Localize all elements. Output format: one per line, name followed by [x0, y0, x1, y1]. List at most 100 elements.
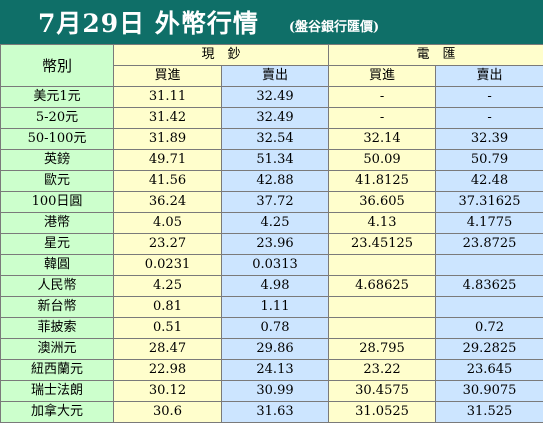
- tt-sell-cell: [435, 254, 543, 276]
- tt-sell-cell: 31.525: [435, 401, 543, 423]
- cash-buy-cell: 28.47: [113, 338, 222, 360]
- currency-name-cell: 菲披索: [0, 317, 114, 339]
- tt-buy-cell: 41.8125: [328, 170, 437, 192]
- cash-buy-cell: 0.51: [113, 317, 222, 339]
- tt-buy-cell: 4.68625: [328, 275, 437, 297]
- cash-buy-header: 買進: [113, 65, 222, 87]
- tt-sell-cell: 50.79: [435, 149, 543, 171]
- cash-sell-cell: 29.86: [220, 338, 330, 360]
- tt-buy-cell: 23.22: [328, 359, 437, 381]
- table-row: 新台幣 0.81 1.11: [0, 296, 543, 318]
- currency-name-cell: 加拿大元: [0, 401, 114, 423]
- table-row: 100日圓 36.24 37.72 36.605 37.31625: [0, 191, 543, 213]
- table-row: 菲披索 0.51 0.78 0.72: [0, 317, 543, 339]
- tt-sell-cell: 42.48: [435, 170, 543, 192]
- cash-sell-cell: 31.63: [220, 401, 330, 423]
- tt-sell-cell: 4.1775: [435, 212, 543, 234]
- cash-sell-cell: 23.96: [220, 233, 330, 255]
- table-row: 歐元 41.56 42.88 41.8125 42.48: [0, 170, 543, 192]
- currency-name-cell: 星元: [0, 233, 114, 255]
- cash-sell-cell: 4.25: [220, 212, 330, 234]
- tt-sell-header: 賣出: [435, 65, 543, 87]
- table-row: 加拿大元 30.6 31.63 31.0525 31.525: [0, 401, 543, 423]
- table-row: 人民幣 4.25 4.98 4.68625 4.83625: [0, 275, 543, 297]
- telegraphic-group-header: 電 匯: [328, 44, 543, 66]
- tt-sell-cell: -: [435, 107, 543, 129]
- currency-name-cell: 港幣: [0, 212, 114, 234]
- currency-name-cell: 英鎊: [0, 149, 114, 171]
- tt-buy-cell: [328, 296, 437, 318]
- currency-name-cell: 澳洲元: [0, 338, 114, 360]
- group-header-row: 幣別 現 鈔 電 匯: [0, 44, 543, 87]
- tt-sell-cell: 23.8725: [435, 233, 543, 255]
- table-row: 星元 23.27 23.96 23.45125 23.8725: [0, 233, 543, 255]
- cash-buy-cell: 4.25: [113, 275, 222, 297]
- rate-table: 幣別 現 鈔 電 匯 買進 賣出 買進 賣出 美元1元 31.11 32.49- -5…: [0, 44, 543, 423]
- table-row: 5-20元 31.42 32.49- -: [0, 107, 543, 129]
- cash-sell-cell: 24.13: [220, 359, 330, 381]
- currency-name-cell: 50-100元: [0, 128, 114, 150]
- currency-name-cell: 人民幣: [0, 275, 114, 297]
- page-subtitle: (盤谷銀行匯價): [288, 19, 380, 35]
- table-row: 港幣 4.05 4.25 4.13 4.1775: [0, 212, 543, 234]
- cash-sell-cell: 32.49: [220, 86, 330, 108]
- cash-sell-header: 賣出: [220, 65, 330, 87]
- currency-name-cell: 新台幣: [0, 296, 114, 318]
- tt-buy-cell: -: [328, 86, 437, 108]
- table-row: 澳洲元 28.47 29.86 28.795 29.2825: [0, 338, 543, 360]
- tt-sell-cell: -: [435, 86, 543, 108]
- currency-name-cell: 瑞士法朗: [0, 380, 114, 402]
- table-row: 瑞士法朗 30.12 30.99 30.4575 30.9075: [0, 380, 543, 402]
- cash-buy-cell: 30.6: [113, 401, 222, 423]
- cash-sell-cell: 42.88: [220, 170, 330, 192]
- sub-header-row: 買進 賣出 買進 賣出: [1, 65, 543, 87]
- cash-buy-cell: 0.81: [113, 296, 222, 318]
- tt-sell-cell: 32.39: [435, 128, 543, 150]
- cash-sell-cell: 32.49: [220, 107, 330, 129]
- tt-sell-cell: 29.2825: [435, 338, 543, 360]
- cash-buy-cell: 23.27: [113, 233, 222, 255]
- cash-sell-cell: 37.72: [220, 191, 330, 213]
- tt-buy-cell: 31.0525: [328, 401, 437, 423]
- cash-buy-cell: 36.24: [113, 191, 222, 213]
- tt-buy-cell: [328, 254, 437, 276]
- table-row: 50-100元 31.89 32.54 32.14 32.39: [0, 128, 543, 150]
- tt-buy-header: 買進: [328, 65, 437, 87]
- cash-sell-cell: 32.54: [220, 128, 330, 150]
- cash-buy-cell: 4.05: [113, 212, 222, 234]
- cash-buy-cell: 49.71: [113, 149, 222, 171]
- tt-sell-cell: 30.9075: [435, 380, 543, 402]
- tt-buy-cell: 23.45125: [328, 233, 437, 255]
- table-row: 韓圓 0.0231 0.0313: [0, 254, 543, 276]
- currency-name-cell: 100日圓: [0, 191, 114, 213]
- cash-buy-cell: 31.89: [113, 128, 222, 150]
- tt-buy-cell: [328, 317, 437, 339]
- cash-sell-cell: 4.98: [220, 275, 330, 297]
- currency-name-cell: 歐元: [0, 170, 114, 192]
- currency-name-cell: 5-20元: [0, 107, 114, 129]
- currency-name-cell: 美元1元: [0, 86, 114, 108]
- tt-sell-cell: [435, 296, 543, 318]
- tt-sell-cell: 23.645: [435, 359, 543, 381]
- page-title: 7月29日 外幣行情: [38, 9, 259, 38]
- cash-buy-cell: 30.12: [113, 380, 222, 402]
- currency-name-cell: 紐西蘭元: [0, 359, 114, 381]
- cash-sell-cell: 0.0313: [220, 254, 330, 276]
- currency-column-header: 幣別: [0, 44, 114, 87]
- cash-sell-cell: 30.99: [220, 380, 330, 402]
- tt-buy-cell: 28.795: [328, 338, 437, 360]
- cash-buy-cell: 31.11: [113, 86, 222, 108]
- cash-buy-cell: 22.98: [113, 359, 222, 381]
- tt-buy-cell: 32.14: [328, 128, 437, 150]
- tt-buy-cell: 4.13: [328, 212, 437, 234]
- cash-buy-cell: 0.0231: [113, 254, 222, 276]
- cash-sell-cell: 51.34: [220, 149, 330, 171]
- currency-name-cell: 韓圓: [0, 254, 114, 276]
- cash-sell-cell: 0.78: [220, 317, 330, 339]
- table-row: 紐西蘭元 22.98 24.13 23.22 23.645: [0, 359, 543, 381]
- tt-buy-cell: 36.605: [328, 191, 437, 213]
- tt-buy-cell: 50.09: [328, 149, 437, 171]
- tt-buy-cell: 30.4575: [328, 380, 437, 402]
- title-bar: 7月29日 外幣行情 (盤谷銀行匯價): [0, 0, 543, 44]
